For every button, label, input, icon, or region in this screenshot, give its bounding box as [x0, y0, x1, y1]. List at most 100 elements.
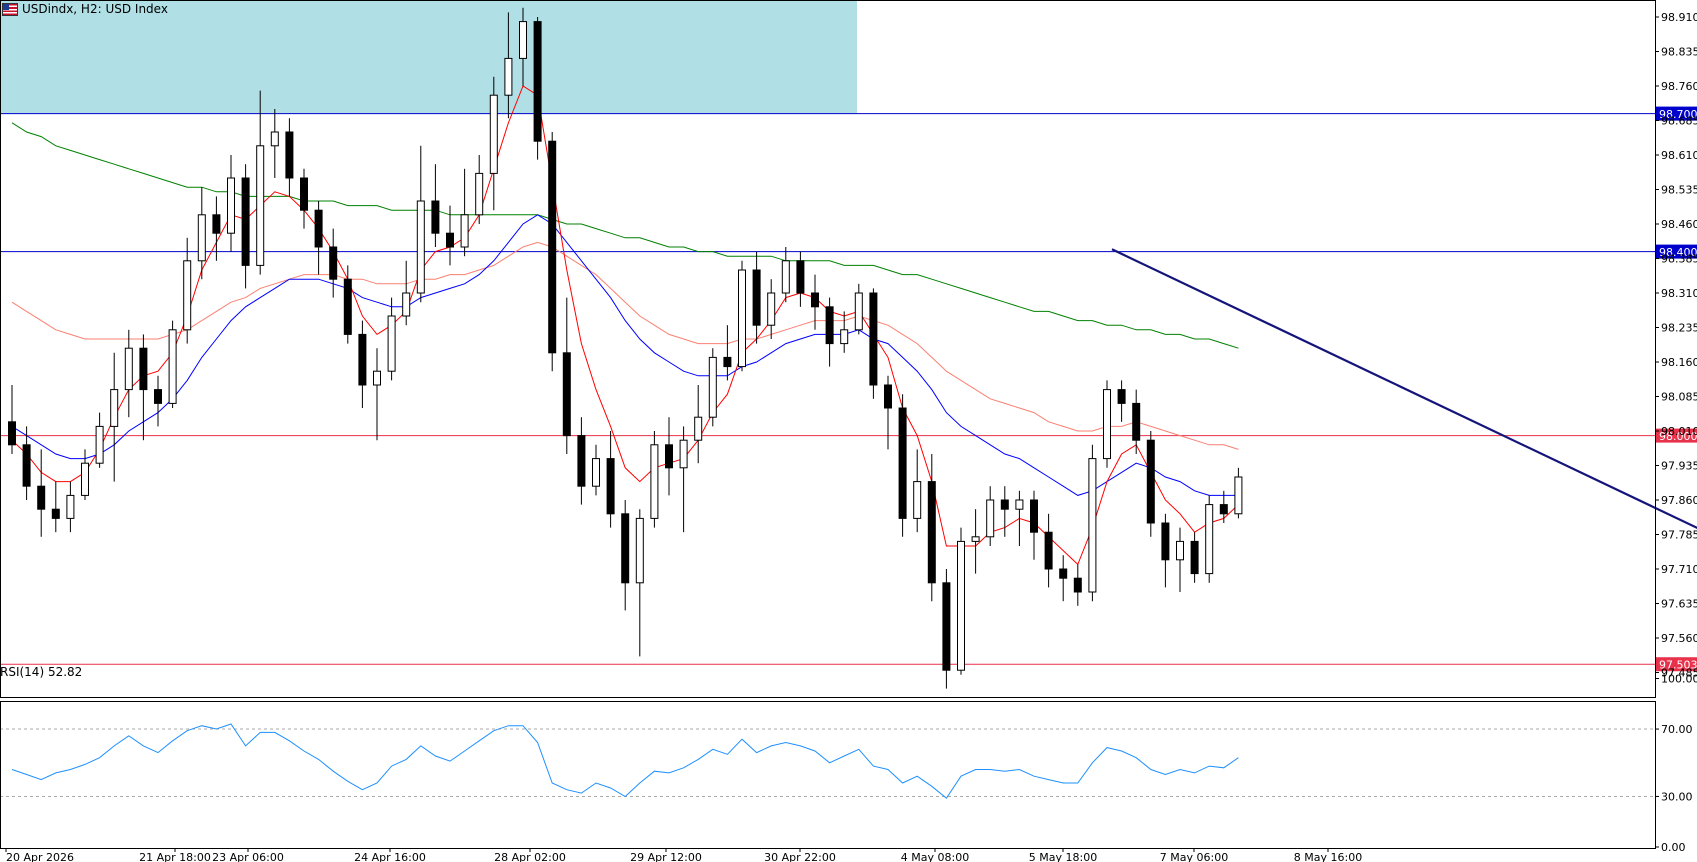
candle-body-down [431, 200, 440, 234]
candle [1176, 527, 1184, 592]
candle [1000, 486, 1009, 537]
candle [329, 228, 338, 298]
candle [402, 260, 411, 326]
candle [37, 449, 46, 537]
rsi-line [11, 723, 1239, 799]
candle-body-down [1219, 504, 1228, 515]
ma-mid-line [11, 214, 1239, 496]
rsi-indicator-label: RSI(14) 52.82 [0, 665, 83, 679]
candle-body-down [927, 481, 936, 584]
candle [796, 251, 805, 307]
candle-body-down [796, 260, 805, 294]
resistance-trendline[interactable] [1111, 248, 1697, 548]
candle [635, 509, 644, 657]
candle-body-down [37, 485, 46, 510]
candle-body-up [373, 370, 381, 386]
candle-body-down [811, 292, 819, 308]
candle [22, 426, 31, 500]
candle-body-down [577, 435, 586, 487]
level-price-label: 98.000 [1659, 430, 1697, 443]
price-tick-label: 98.910 [1661, 11, 1697, 24]
candle [957, 527, 965, 675]
candle-body-up [416, 200, 425, 294]
candle [227, 155, 235, 252]
level-price-label: 98.400 [1659, 246, 1697, 259]
candle-body-up [957, 540, 965, 671]
candle [752, 251, 761, 344]
candle-body-down [752, 269, 761, 326]
candle [665, 417, 673, 496]
candle [723, 325, 732, 381]
candle-body-down [314, 209, 323, 248]
candle [256, 90, 265, 275]
candle [373, 348, 381, 441]
candle [1219, 490, 1228, 523]
candle [606, 431, 615, 528]
candle-body-up [694, 416, 703, 441]
rsi-tick-label: 30.00 [1661, 790, 1693, 803]
candle [971, 509, 980, 574]
candle [840, 311, 849, 353]
candle-body-up [227, 177, 235, 234]
candle-body-down [154, 389, 162, 404]
candle-body-up [708, 356, 717, 418]
candle [66, 481, 75, 533]
candle [1117, 380, 1126, 422]
candle [110, 352, 119, 482]
time-tick-label: 24 Apr 16:00 [354, 851, 426, 862]
candle-body-down [300, 177, 308, 211]
candle-body-up [986, 499, 995, 538]
candle [825, 297, 834, 367]
candle [898, 394, 907, 537]
candle [95, 412, 104, 468]
price-tick-label: 97.710 [1661, 563, 1697, 576]
candle-body-down [8, 421, 16, 446]
candle [1146, 431, 1155, 537]
level-price-label: 97.503 [1659, 659, 1697, 672]
candle [1103, 380, 1111, 468]
candle-body-up [840, 329, 849, 345]
level-price-tag [1656, 106, 1697, 121]
candle-body-down [884, 384, 892, 409]
candle [621, 500, 630, 611]
candle-body-up [1176, 540, 1184, 561]
candle [139, 334, 148, 441]
candle [343, 265, 352, 344]
candle [1015, 490, 1024, 546]
candle-body-down [343, 278, 352, 335]
candle-body-down [1059, 568, 1068, 579]
candle-body-up [519, 21, 527, 59]
candle-body-up [635, 517, 644, 584]
candle [285, 118, 294, 197]
candle [81, 449, 89, 500]
candle [592, 444, 600, 496]
candle [884, 375, 892, 450]
price-tick-label: 98.535 [1661, 184, 1697, 197]
candle [650, 431, 659, 528]
candle [212, 196, 221, 261]
candle-body-up [270, 131, 279, 147]
candle-body-down [942, 582, 951, 671]
candle-body-down [241, 177, 250, 266]
candle-body-up [168, 329, 177, 404]
candle-body-up [475, 172, 484, 216]
level-price-tag [1656, 657, 1697, 672]
rsi-tick-label: 100.00 [1661, 673, 1697, 686]
candle [475, 155, 484, 224]
candle [1030, 490, 1038, 560]
candle-body-down [358, 333, 367, 386]
candle-body-up [1088, 458, 1097, 593]
candle [154, 375, 162, 427]
candle-body-down [869, 292, 878, 386]
candle [1088, 444, 1097, 602]
candle-body-down [1073, 577, 1082, 593]
ma-long-line [11, 122, 1239, 349]
time-tick-label: 4 May 08:00 [901, 851, 969, 862]
candle [124, 329, 133, 418]
candle [416, 145, 425, 303]
candle-body-down [1000, 499, 1009, 510]
candle-body-up [650, 444, 659, 519]
candle-body-down [723, 356, 732, 368]
candle [183, 237, 192, 344]
